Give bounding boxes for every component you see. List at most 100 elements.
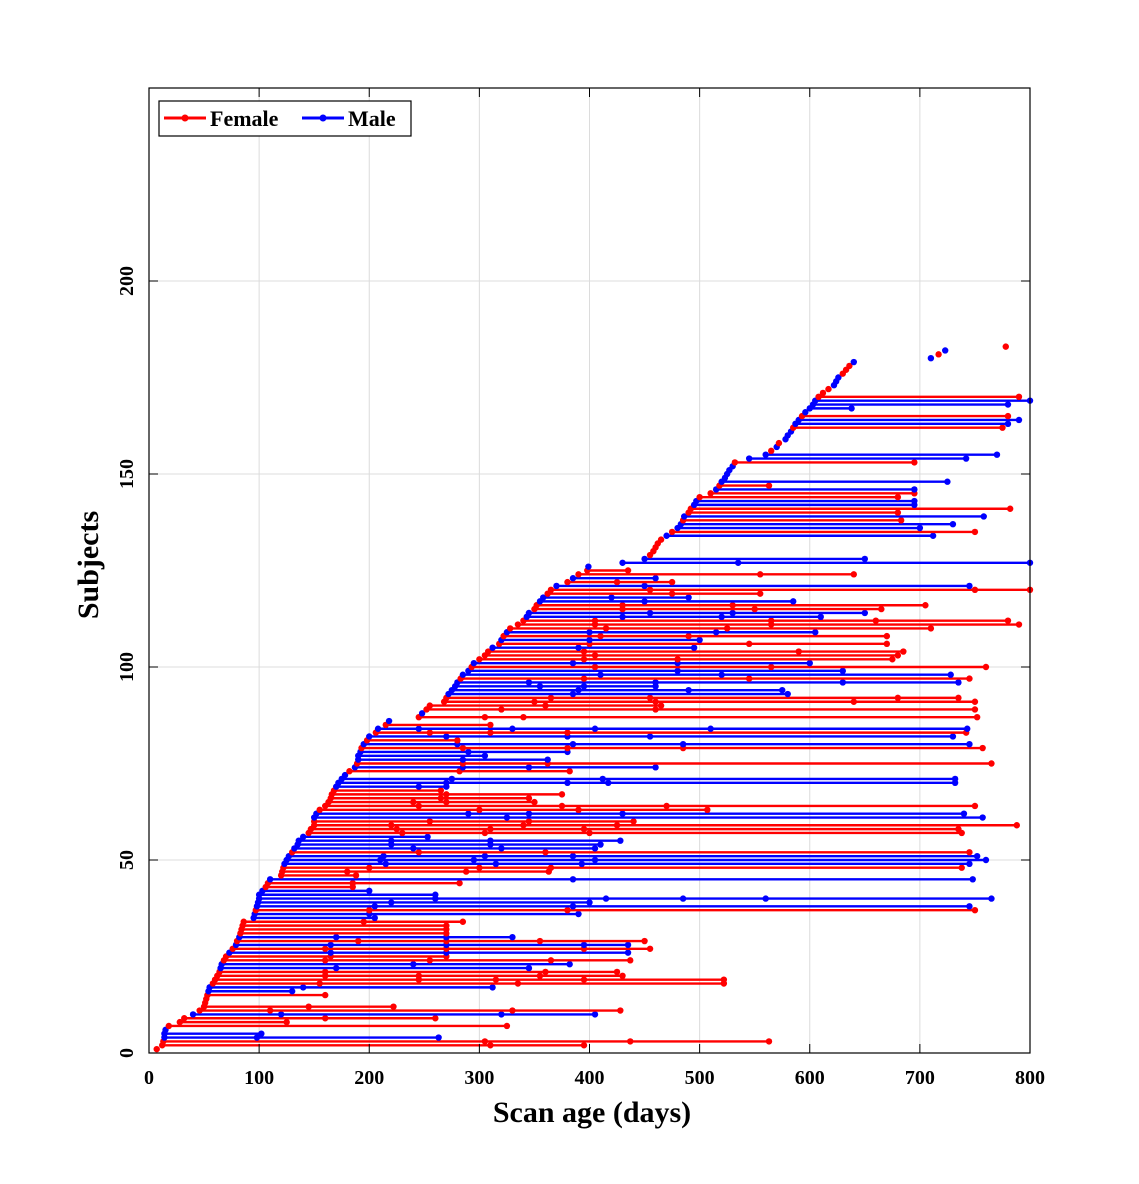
subject-99-trajectory xyxy=(465,667,846,675)
scan-point xyxy=(762,895,769,902)
subject-44-trajectory xyxy=(264,879,463,887)
scan-point xyxy=(426,957,434,964)
scan-point xyxy=(492,860,500,868)
scan-point xyxy=(872,617,880,624)
subject-114-trajectory xyxy=(525,609,869,617)
scan-point xyxy=(944,478,951,485)
scan-point xyxy=(569,690,577,698)
scan-point xyxy=(415,849,423,856)
scan-point xyxy=(553,582,560,590)
subject-172-trajectory xyxy=(825,385,832,393)
scan-point xyxy=(878,605,885,613)
scan-point xyxy=(819,389,827,397)
subject-133-trajectory xyxy=(657,536,665,543)
scan-point xyxy=(962,455,970,462)
scan-point xyxy=(181,1015,188,1022)
scan-point xyxy=(586,899,593,906)
scan-point xyxy=(718,671,725,678)
scan-point xyxy=(685,686,692,694)
scan-point xyxy=(971,586,979,593)
scan-point xyxy=(1015,621,1023,628)
scan-point xyxy=(586,636,593,644)
scan-point xyxy=(355,937,362,945)
scan-point xyxy=(288,988,296,995)
scan-point xyxy=(850,698,857,705)
subject-63-trajectory xyxy=(316,806,711,814)
scan-point xyxy=(569,741,577,748)
scan-point xyxy=(1004,420,1012,428)
scan-point xyxy=(762,451,769,458)
scan-point xyxy=(617,1007,624,1014)
scan-point xyxy=(476,806,483,814)
scan-point xyxy=(388,822,395,829)
scan-point xyxy=(591,856,599,864)
scan-point xyxy=(951,775,959,783)
subject-56-trajectory xyxy=(299,833,431,841)
subject-128-trajectory xyxy=(641,555,869,563)
x-tick-label: 300 xyxy=(464,1067,494,1089)
scan-point xyxy=(646,694,654,702)
scan-point xyxy=(597,841,604,848)
scan-point xyxy=(509,1007,516,1014)
scan-point xyxy=(1006,505,1014,512)
scan-point xyxy=(1004,412,1012,420)
scan-point xyxy=(418,710,426,717)
scan-point xyxy=(498,1011,505,1018)
scan-point xyxy=(971,706,979,713)
scan-point xyxy=(443,779,450,786)
scan-point xyxy=(955,825,962,833)
scan-point xyxy=(942,347,949,354)
scan-point xyxy=(531,798,538,806)
scan-point xyxy=(980,513,987,520)
scan-point xyxy=(679,741,687,748)
scan-point xyxy=(973,713,981,721)
scan-point xyxy=(542,849,549,856)
scan-point xyxy=(646,586,654,593)
scan-point xyxy=(790,598,797,605)
subject-181-trajectory xyxy=(935,351,942,358)
scan-point xyxy=(525,609,533,617)
scan-point xyxy=(564,744,571,752)
scan-point xyxy=(768,663,775,671)
subject-89-trajectory xyxy=(423,706,979,713)
subject-124-trajectory xyxy=(575,571,857,578)
scan-point xyxy=(613,968,621,976)
scan-point xyxy=(982,856,990,864)
scan-point xyxy=(322,1015,329,1022)
subject-179-trajectory xyxy=(850,358,857,366)
scan-point xyxy=(966,860,973,868)
x-tick-label: 700 xyxy=(905,1067,935,1089)
scan-point xyxy=(489,644,496,651)
scan-point xyxy=(966,903,973,910)
subject-134-trajectory xyxy=(663,532,937,539)
scan-point xyxy=(465,810,472,817)
subject-144-trajectory xyxy=(696,493,902,501)
scan-point xyxy=(437,787,445,794)
scan-point xyxy=(768,617,775,624)
scan-point xyxy=(352,872,360,879)
scan-point xyxy=(779,686,786,694)
scan-point xyxy=(947,671,954,678)
scan-point xyxy=(253,1034,261,1041)
subject-180-trajectory xyxy=(927,355,935,362)
subject-87-trajectory xyxy=(415,713,981,721)
scan-point xyxy=(685,594,692,601)
scan-point xyxy=(696,493,703,501)
scan-point xyxy=(525,818,533,825)
scan-point xyxy=(846,362,853,370)
scan-point xyxy=(613,578,621,586)
subject-117-trajectory xyxy=(536,598,797,605)
scan-point xyxy=(745,675,753,682)
legend: Female Male xyxy=(158,100,412,137)
scan-point xyxy=(775,439,783,447)
scan-point xyxy=(911,486,918,493)
scan-point xyxy=(374,725,382,732)
scan-point xyxy=(380,852,387,860)
scan-point xyxy=(487,825,494,833)
scan-point xyxy=(366,906,373,914)
subject-53-trajectory xyxy=(291,845,599,852)
scan-point xyxy=(443,798,450,806)
scan-point xyxy=(591,1011,599,1018)
scan-point xyxy=(547,586,555,593)
